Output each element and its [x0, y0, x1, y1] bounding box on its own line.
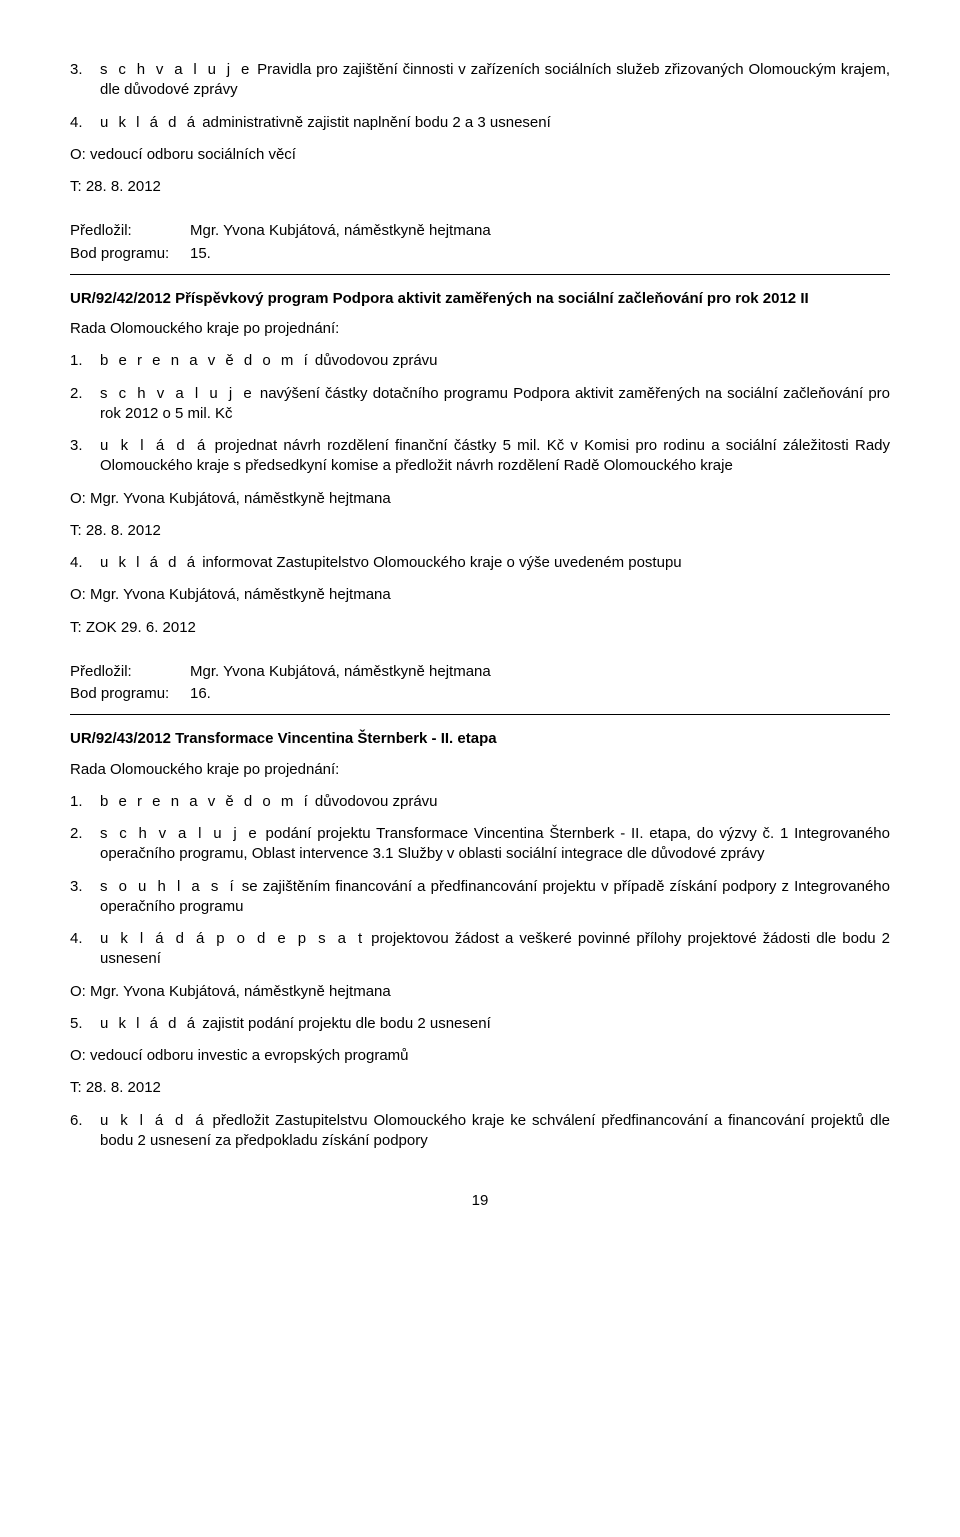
responsible-line: O: vedoucí odboru sociálních věcí [70, 145, 890, 165]
lead-word: b e r e n a v ě d o m í [100, 352, 311, 369]
item-number: 3. [70, 60, 100, 101]
item-number: 4. [70, 929, 100, 970]
meta-label: Bod programu: [70, 684, 190, 704]
meta-row: Bod programu: 15. [70, 244, 890, 264]
lead-word: u k l á d á [100, 437, 208, 454]
list-item: 1. b e r e n a v ě d o m í důvodovou zpr… [70, 351, 890, 371]
lead-word: u k l á d á [100, 554, 198, 571]
item-text: zajistit podání projektu dle bodu 2 usne… [198, 1015, 491, 1032]
deadline-line: T: ZOK 29. 6. 2012 [70, 618, 890, 638]
resolution-heading: UR/92/43/2012 Transformace Vincentina Št… [70, 729, 890, 749]
item-number: 2. [70, 384, 100, 425]
meta-value: 16. [190, 684, 890, 704]
item-body: u k l á d á p o d e p s a t projektovou … [100, 929, 890, 970]
item-body: u k l á d á předložit Zastupitelstvu Olo… [100, 1111, 890, 1152]
meta-row: Předložil: Mgr. Yvona Kubjátová, náměstk… [70, 662, 890, 682]
item-body: u k l á d á zajistit podání projektu dle… [100, 1014, 890, 1034]
meta-row: Bod programu: 16. [70, 684, 890, 704]
intro-line: Rada Olomouckého kraje po projednání: [70, 760, 890, 780]
deadline-line: T: 28. 8. 2012 [70, 1078, 890, 1098]
list-item: 1. b e r e n a v ě d o m í důvodovou zpr… [70, 792, 890, 812]
lead-word: u k l á d á [100, 1112, 207, 1129]
list-item: 6. u k l á d á předložit Zastupitelstvu … [70, 1111, 890, 1152]
deadline-line: T: 28. 8. 2012 [70, 521, 890, 541]
item-number: 4. [70, 553, 100, 573]
item-body: s c h v a l u j e navýšení částky dotačn… [100, 384, 890, 425]
item-body: s c h v a l u j e Pravidla pro zajištění… [100, 60, 890, 101]
item-body: b e r e n a v ě d o m í důvodovou zprávu [100, 351, 890, 371]
item-body: u k l á d á informovat Zastupitelstvo Ol… [100, 553, 890, 573]
resolution-heading: UR/92/42/2012 Příspěvkový program Podpor… [70, 289, 890, 309]
meta-value: 15. [190, 244, 890, 264]
divider [70, 274, 890, 275]
item-number: 3. [70, 877, 100, 918]
responsible-line: O: Mgr. Yvona Kubjátová, náměstkyně hejt… [70, 982, 890, 1002]
lead-word: u k l á d á p o d e p s a t [100, 930, 365, 947]
list-item: 4. u k l á d á informovat Zastupitelstvo… [70, 553, 890, 573]
page-number: 19 [70, 1191, 890, 1211]
lead-word: s c h v a l u j e [100, 385, 255, 402]
intro-line: Rada Olomouckého kraje po projednání: [70, 319, 890, 339]
list-item: 5. u k l á d á zajistit podání projektu … [70, 1014, 890, 1034]
list-item: 3. u k l á d á projednat návrh rozdělení… [70, 436, 890, 477]
lead-word: s c h v a l u j e [100, 61, 252, 78]
list-item: 4. u k l á d á p o d e p s a t projektov… [70, 929, 890, 970]
item-body: s o u h l a s í se zajištěním financován… [100, 877, 890, 918]
item-body: s c h v a l u j e podání projektu Transf… [100, 824, 890, 865]
meta-block: Předložil: Mgr. Yvona Kubjátová, náměstk… [70, 221, 890, 264]
item-text: důvodovou zprávu [311, 793, 438, 810]
responsible-line: O: vedoucí odboru investic a evropských … [70, 1046, 890, 1066]
item-text: projednat návrh rozdělení finanční částk… [100, 437, 890, 474]
responsible-line: O: Mgr. Yvona Kubjátová, náměstkyně hejt… [70, 585, 890, 605]
item-body: u k l á d á administrativně zajistit nap… [100, 113, 890, 133]
list-item: 3. s c h v a l u j e Pravidla pro zajišt… [70, 60, 890, 101]
deadline-line: T: 28. 8. 2012 [70, 177, 890, 197]
list-item: 2. s c h v a l u j e navýšení částky dot… [70, 384, 890, 425]
item-number: 1. [70, 351, 100, 371]
item-text: administrativně zajistit naplnění bodu 2… [198, 114, 551, 131]
list-item: 2. s c h v a l u j e podání projektu Tra… [70, 824, 890, 865]
meta-value: Mgr. Yvona Kubjátová, náměstkyně hejtman… [190, 662, 890, 682]
lead-word: u k l á d á [100, 1015, 198, 1032]
list-item: 4. u k l á d á administrativně zajistit … [70, 113, 890, 133]
list-item: 3. s o u h l a s í se zajištěním financo… [70, 877, 890, 918]
meta-value: Mgr. Yvona Kubjátová, náměstkyně hejtman… [190, 221, 890, 241]
item-number: 2. [70, 824, 100, 865]
meta-label: Předložil: [70, 662, 190, 682]
lead-word: u k l á d á [100, 114, 198, 131]
responsible-line: O: Mgr. Yvona Kubjátová, náměstkyně hejt… [70, 489, 890, 509]
meta-row: Předložil: Mgr. Yvona Kubjátová, náměstk… [70, 221, 890, 241]
meta-label: Předložil: [70, 221, 190, 241]
item-number: 6. [70, 1111, 100, 1152]
item-body: b e r e n a v ě d o m í důvodovou zprávu [100, 792, 890, 812]
item-text: informovat Zastupitelstvo Olomouckého kr… [198, 554, 682, 571]
lead-word: b e r e n a v ě d o m í [100, 793, 311, 810]
item-text: důvodovou zprávu [311, 352, 438, 369]
item-number: 1. [70, 792, 100, 812]
item-number: 3. [70, 436, 100, 477]
item-number: 5. [70, 1014, 100, 1034]
meta-block: Předložil: Mgr. Yvona Kubjátová, náměstk… [70, 662, 890, 705]
item-body: u k l á d á projednat návrh rozdělení fi… [100, 436, 890, 477]
item-number: 4. [70, 113, 100, 133]
meta-label: Bod programu: [70, 244, 190, 264]
lead-word: s c h v a l u j e [100, 825, 260, 842]
divider [70, 714, 890, 715]
item-text: předložit Zastupitelstvu Olomouckého kra… [100, 1112, 890, 1149]
lead-word: s o u h l a s í [100, 878, 237, 895]
